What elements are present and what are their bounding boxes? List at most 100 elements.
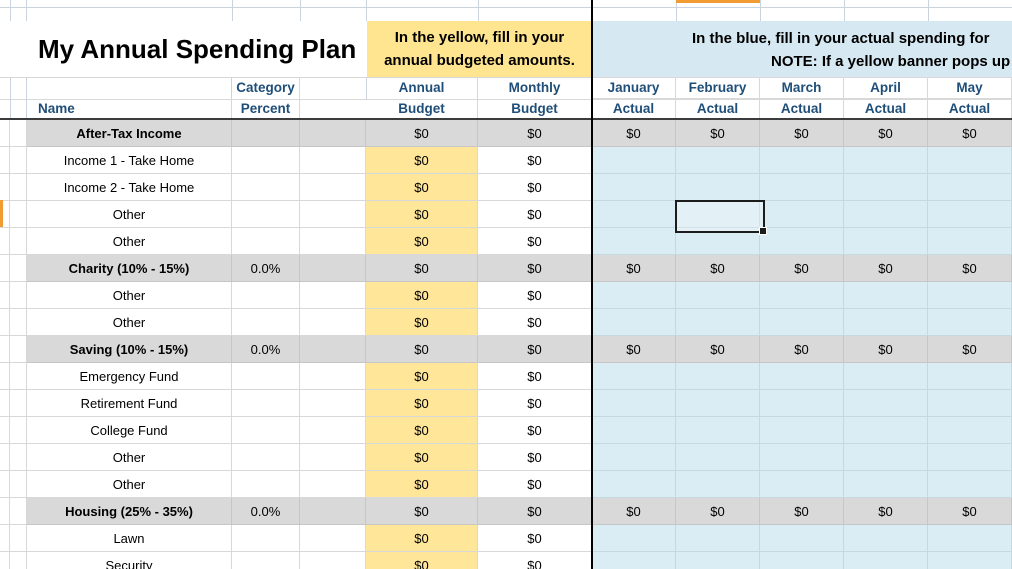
month-actual-cell[interactable] <box>760 525 844 552</box>
monthly-budget-cell[interactable]: $0 <box>478 552 592 569</box>
category-percent-cell[interactable] <box>232 120 300 147</box>
month-subheader-cell[interactable]: Actual <box>676 99 760 120</box>
monthly-budget-cell[interactable]: $0 <box>478 444 592 471</box>
month-actual-cell[interactable] <box>928 552 1012 569</box>
annual-budget-cell[interactable]: $0 <box>366 498 478 525</box>
monthly-budget-cell[interactable]: $0 <box>478 471 592 498</box>
spacer-cell[interactable] <box>0 147 10 174</box>
month-actual-cell[interactable] <box>844 390 928 417</box>
month-actual-cell[interactable] <box>928 309 1012 336</box>
spacer-cell[interactable] <box>0 228 10 255</box>
percent-header[interactable]: Percent <box>232 99 300 120</box>
spacer-cell[interactable] <box>300 228 366 255</box>
month-actual-cell[interactable] <box>928 444 1012 471</box>
month-actual-cell[interactable]: $0 <box>928 255 1012 282</box>
spacer-cell[interactable] <box>10 417 27 444</box>
monthly-budget-cell[interactable]: $0 <box>478 417 592 444</box>
spacer-cell[interactable] <box>300 336 366 363</box>
month-actual-cell[interactable] <box>592 282 676 309</box>
month-actual-cell[interactable] <box>844 444 928 471</box>
month-actual-cell[interactable] <box>676 471 760 498</box>
category-percent-cell[interactable] <box>232 228 300 255</box>
spacer-cell[interactable] <box>0 255 10 282</box>
item-name-cell[interactable]: Lawn <box>27 525 232 552</box>
spacer-cell[interactable] <box>300 255 366 282</box>
month-actual-cell[interactable] <box>760 201 844 228</box>
category-percent-cell[interactable] <box>232 147 300 174</box>
month-actual-cell[interactable]: $0 <box>928 498 1012 525</box>
category-percent-cell[interactable] <box>232 390 300 417</box>
spacer-cell[interactable] <box>300 282 366 309</box>
month-actual-cell[interactable] <box>592 147 676 174</box>
section-name-cell[interactable]: Saving (10% - 15%) <box>27 336 232 363</box>
monthly-budget-header-top[interactable]: Monthly <box>478 77 592 99</box>
category-percent-cell[interactable] <box>232 309 300 336</box>
monthly-budget-cell[interactable]: $0 <box>478 390 592 417</box>
monthly-budget-cell[interactable]: $0 <box>478 147 592 174</box>
month-actual-cell[interactable] <box>676 525 760 552</box>
month-actual-cell[interactable] <box>592 174 676 201</box>
month-subheader-cell[interactable]: Actual <box>592 99 676 120</box>
month-actual-cell[interactable] <box>844 309 928 336</box>
month-actual-cell[interactable] <box>760 363 844 390</box>
month-actual-cell[interactable] <box>760 471 844 498</box>
category-percent-cell[interactable] <box>232 444 300 471</box>
month-actual-cell[interactable] <box>760 228 844 255</box>
spacer-cell[interactable] <box>10 255 27 282</box>
month-actual-cell[interactable] <box>928 525 1012 552</box>
monthly-budget-cell[interactable]: $0 <box>478 336 592 363</box>
annual-budget-header-top[interactable]: Annual <box>366 77 478 99</box>
monthly-budget-cell[interactable]: $0 <box>478 309 592 336</box>
month-actual-cell[interactable]: $0 <box>760 120 844 147</box>
month-actual-cell[interactable] <box>592 471 676 498</box>
spacer-cell[interactable] <box>300 201 366 228</box>
month-actual-cell[interactable] <box>676 444 760 471</box>
fill-handle[interactable] <box>759 227 767 235</box>
spacer-cell[interactable] <box>300 390 366 417</box>
month-actual-cell[interactable] <box>928 363 1012 390</box>
month-actual-cell[interactable] <box>676 390 760 417</box>
month-actual-cell[interactable]: $0 <box>928 120 1012 147</box>
month-actual-cell[interactable]: $0 <box>844 498 928 525</box>
monthly-budget-cell[interactable]: $0 <box>478 282 592 309</box>
spacer-cell[interactable] <box>0 336 10 363</box>
spacer-cell[interactable] <box>10 309 27 336</box>
month-actual-cell[interactable] <box>760 417 844 444</box>
month-actual-cell[interactable] <box>928 417 1012 444</box>
month-actual-cell[interactable]: $0 <box>592 120 676 147</box>
annual-budget-cell[interactable]: $0 <box>366 120 478 147</box>
annual-budget-cell[interactable]: $0 <box>366 147 478 174</box>
month-actual-cell[interactable] <box>676 174 760 201</box>
spacer-cell[interactable] <box>10 390 27 417</box>
annual-budget-cell[interactable]: $0 <box>366 228 478 255</box>
monthly-budget-cell[interactable]: $0 <box>478 498 592 525</box>
annual-budget-cell[interactable]: $0 <box>366 336 478 363</box>
spacer-cell[interactable] <box>300 363 366 390</box>
spacer-cell[interactable] <box>0 444 10 471</box>
month-actual-cell[interactable] <box>676 147 760 174</box>
spacer-cell[interactable] <box>10 201 27 228</box>
annual-budget-header-bottom[interactable]: Budget <box>366 99 478 120</box>
month-actual-cell[interactable] <box>760 552 844 569</box>
category-percent-cell[interactable] <box>232 363 300 390</box>
month-actual-cell[interactable]: $0 <box>760 255 844 282</box>
monthly-budget-cell[interactable]: $0 <box>478 525 592 552</box>
month-actual-cell[interactable] <box>844 201 928 228</box>
annual-budget-cell[interactable]: $0 <box>366 552 478 569</box>
spacer-cell[interactable] <box>10 228 27 255</box>
item-name-cell[interactable]: Income 1 - Take Home <box>27 147 232 174</box>
spacer-cell[interactable] <box>10 552 27 569</box>
month-actual-cell[interactable] <box>676 552 760 569</box>
annual-budget-cell[interactable]: $0 <box>366 174 478 201</box>
month-actual-cell[interactable] <box>592 525 676 552</box>
spacer-cell[interactable] <box>10 120 27 147</box>
spacer-cell[interactable] <box>0 201 10 228</box>
monthly-budget-cell[interactable]: $0 <box>478 255 592 282</box>
month-actual-cell[interactable]: $0 <box>592 336 676 363</box>
category-percent-cell[interactable] <box>232 471 300 498</box>
monthly-budget-cell[interactable]: $0 <box>478 201 592 228</box>
month-actual-cell[interactable] <box>844 471 928 498</box>
spacer-cell[interactable] <box>0 282 10 309</box>
month-actual-cell[interactable] <box>592 444 676 471</box>
monthly-budget-cell[interactable]: $0 <box>478 120 592 147</box>
